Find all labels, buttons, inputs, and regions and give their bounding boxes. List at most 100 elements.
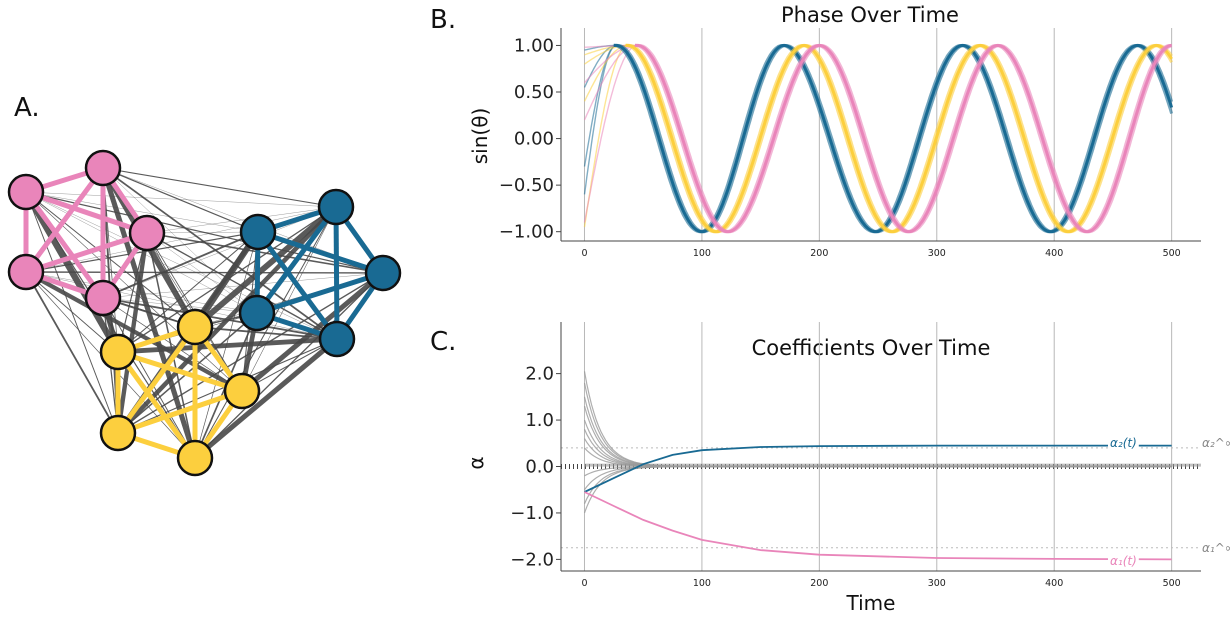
coefficients-lines [561, 371, 1201, 561]
network-edge [102, 297, 196, 459]
coefficient-transient-line [584, 465, 1172, 477]
network-edge [146, 232, 196, 459]
y-tick-label: 2.0 [525, 364, 554, 385]
y-tick-label: 0.50 [514, 82, 554, 103]
x-tick-label: 100 [693, 578, 711, 589]
network-edge [102, 167, 258, 314]
network-edge [25, 189, 148, 236]
network-nodes [7, 149, 402, 477]
phase-y-axis-label: sin(θ) [468, 108, 492, 165]
network-edge [146, 231, 259, 234]
network-edge [194, 326, 338, 340]
coefficient-transient-line [583, 465, 1172, 504]
panel-b-label: B. [430, 5, 456, 35]
phase-series-line [634, 43, 1172, 234]
x-tick-label: 500 [1163, 578, 1181, 589]
alpha1-infinity-label: α₁^∞ [1202, 541, 1230, 555]
y-tick-label: 0.00 [514, 129, 554, 150]
network-edge [23, 190, 121, 354]
network-edge [102, 167, 337, 208]
phase-chart-title: Phase Over Time [781, 3, 959, 27]
network-edge [117, 231, 259, 353]
y-tick-label: −1.00 [499, 222, 554, 243]
network-edge [333, 206, 340, 340]
network-node [223, 372, 261, 410]
network-edge [23, 190, 106, 300]
network-node [317, 188, 355, 226]
y-tick-label: −1.0 [510, 503, 554, 524]
y-tick-label: 0.0 [525, 457, 554, 478]
alpha2-series-label: α₂(t) [1110, 436, 1137, 450]
network-node [364, 254, 402, 292]
y-tick-label: −2.0 [510, 549, 554, 570]
network-node [84, 149, 122, 187]
panel-a-label: A. [14, 93, 40, 123]
panel-c-label: C. [430, 327, 456, 357]
network-edge [257, 229, 384, 276]
x-tick-label: 300 [928, 578, 946, 589]
network-edge [117, 388, 243, 436]
network-edge [25, 206, 337, 273]
network-edge [254, 205, 339, 315]
network-edge [193, 337, 339, 460]
label-background [1108, 436, 1139, 450]
x-tick-label: 300 [928, 248, 946, 259]
coefficient-series-line [584, 444, 1172, 493]
network-edge [193, 204, 338, 330]
network-edge [24, 270, 244, 393]
coefficient-series-line [584, 491, 1172, 561]
x-tick-label: 200 [810, 248, 828, 259]
x-tick-label: 400 [1045, 578, 1063, 589]
coefficient-transient-line [583, 382, 1172, 468]
network-node [99, 414, 137, 452]
y-tick-label: 1.0 [525, 410, 554, 431]
network-edge [117, 349, 243, 394]
x-tick-label: 400 [1045, 248, 1063, 259]
coefficient-transient-line [583, 465, 1172, 514]
network-edge [102, 297, 243, 392]
network-edge [102, 297, 338, 340]
network-edge [255, 230, 340, 341]
phase-axes: 0 100 200 300 400 500 1.00 0.50 0.00 −0.50 −1.00 [499, 28, 1201, 259]
coefficients-y-axis-label: α [464, 456, 488, 469]
x-tick-label: 0 [581, 578, 587, 589]
network-edge [146, 206, 337, 234]
network-node [99, 333, 137, 371]
x-tick-label: 200 [810, 578, 828, 589]
network-edge [115, 350, 198, 460]
network-edge [241, 206, 337, 392]
network-edge [25, 191, 337, 208]
network-node [318, 320, 356, 358]
network-node [7, 173, 45, 211]
network-node [84, 279, 122, 317]
label-background [1108, 554, 1139, 568]
coefficient-transient-line [584, 465, 1172, 491]
network-edge [23, 166, 106, 274]
y-tick-label: 1.00 [514, 35, 554, 56]
coefficients-chart-title: Coefficients Over Time [752, 336, 991, 360]
network-edge [115, 325, 198, 435]
network-node [128, 214, 166, 252]
coefficient-transient-line [583, 396, 1172, 468]
x-tick-label: 100 [693, 248, 711, 259]
alpha2-infinity-label: α₂^∞ [1202, 436, 1230, 450]
network-edge [25, 271, 119, 434]
coefficient-transient-line [583, 405, 1172, 468]
coefficient-transient-line [583, 438, 1172, 468]
network-edge [117, 336, 338, 355]
network-edge [194, 231, 259, 459]
phase-lines [583, 43, 1174, 234]
network-node [176, 439, 214, 477]
network-edge [25, 271, 384, 274]
network-node [238, 294, 276, 332]
network-node [7, 253, 45, 291]
network-edge [25, 271, 119, 353]
coefficient-transient-line [583, 419, 1172, 468]
network-node [176, 308, 214, 346]
network-edge [256, 270, 384, 316]
coefficients-x-axis-label: Time [846, 591, 896, 615]
network-edge [25, 230, 148, 275]
network-edge [25, 191, 259, 233]
alpha1-series-label: α₁(t) [1110, 554, 1137, 568]
